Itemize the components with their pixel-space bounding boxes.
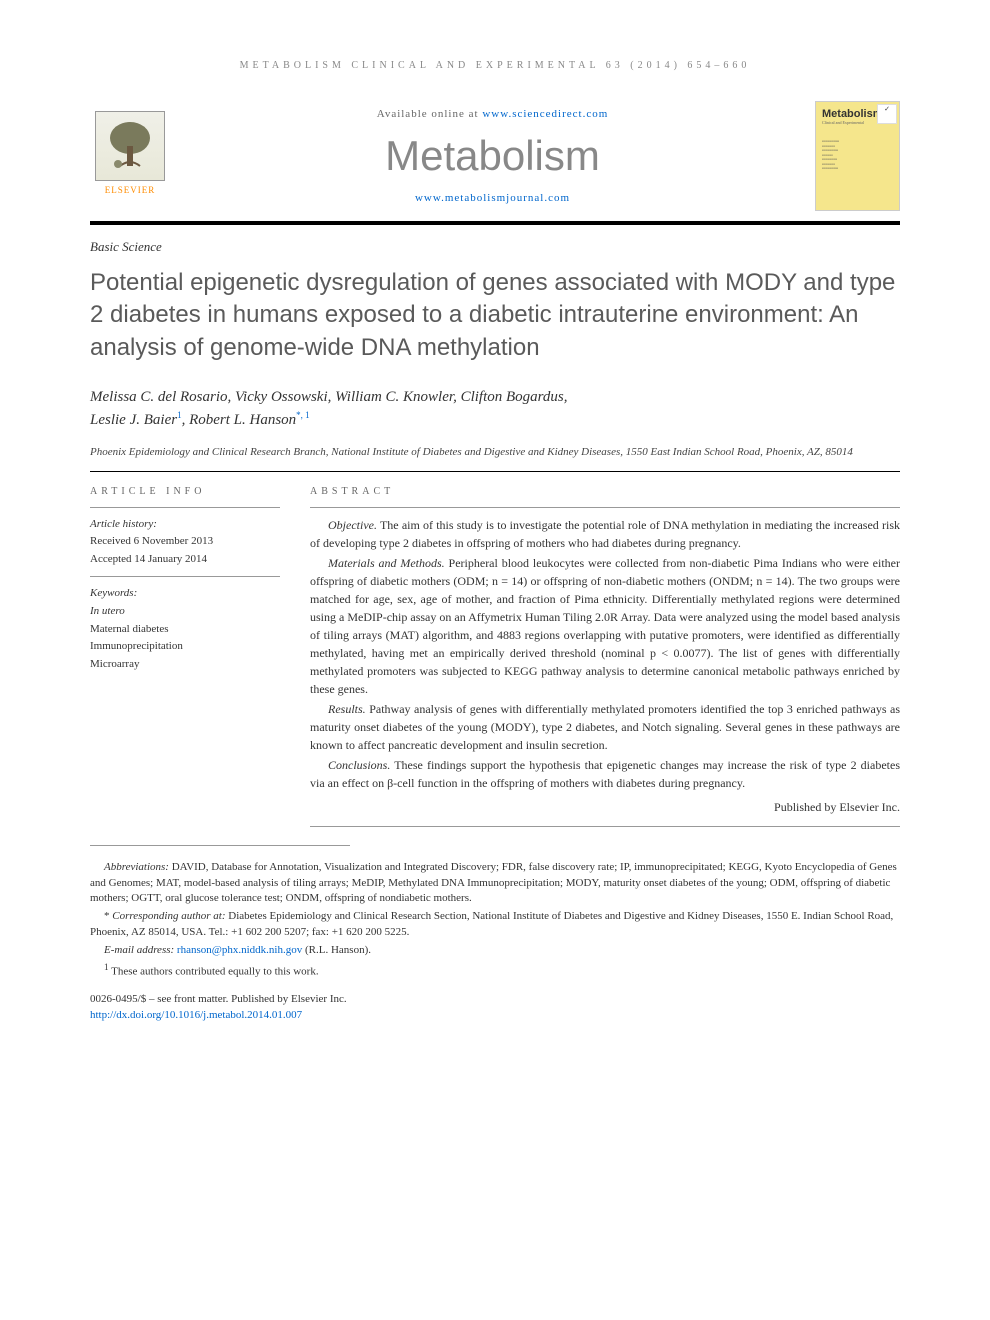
email-who: (R.L. Hanson). <box>305 944 371 956</box>
info-rule <box>90 576 280 577</box>
masthead: ELSEVIER Available online at www.science… <box>90 101 900 211</box>
masthead-center: Available online at www.sciencedirect.co… <box>170 108 815 204</box>
email-link[interactable]: rhanson@phx.niddk.nih.gov <box>177 944 302 956</box>
elsevier-tree-icon <box>95 111 165 181</box>
info-rule <box>310 826 900 827</box>
journal-cover-thumbnail[interactable]: ✓ Metabolism Clinical and Experimental ▪… <box>815 101 900 211</box>
author-mark-link[interactable]: 1 <box>177 410 182 420</box>
crossmark-icon[interactable]: ✓ <box>877 104 897 124</box>
methods-text: Peripheral blood leukocytes were collect… <box>310 556 900 696</box>
author: William C. Knowler <box>335 389 453 405</box>
article-info-column: ARTICLE INFO Article history: Received 6… <box>90 486 280 835</box>
publisher-line: Published by Elsevier Inc. <box>310 798 900 816</box>
info-rule <box>310 507 900 508</box>
abstract-column: ABSTRACT Objective. The aim of this stud… <box>310 486 900 835</box>
author-mark-link[interactable]: *, 1 <box>296 410 310 420</box>
section-label: Basic Science <box>90 239 900 255</box>
corr-mark: * <box>104 910 110 922</box>
conclusions-text: These findings support the hypothesis th… <box>310 758 900 790</box>
sciencedirect-link[interactable]: www.sciencedirect.com <box>482 108 608 120</box>
author: Melissa C. del Rosario <box>90 389 228 405</box>
keyword: Maternal diabetes <box>90 621 280 639</box>
history-label: Article history: <box>90 516 280 534</box>
author: Vicky Ossowski <box>235 389 328 405</box>
results-text: Pathway analysis of genes with different… <box>310 702 900 752</box>
abstract-heading: ABSTRACT <box>310 486 900 497</box>
author-list: Melissa C. del Rosario, Vicky Ossowski, … <box>90 386 900 431</box>
article-history: Article history: Received 6 November 201… <box>90 516 280 569</box>
abstract-body: Objective. The aim of this study is to i… <box>310 516 900 816</box>
author: Leslie J. Baier <box>90 412 177 428</box>
footnote-rule <box>90 845 350 846</box>
keyword: Microarray <box>90 656 280 674</box>
running-head: METABOLISM CLINICAL AND EXPERIMENTAL 63 … <box>90 60 900 71</box>
masthead-rule <box>90 221 900 225</box>
journal-url-link[interactable]: www.metabolismjournal.com <box>415 192 570 204</box>
info-abstract-columns: ARTICLE INFO Article history: Received 6… <box>90 486 900 835</box>
journal-url-line: www.metabolismjournal.com <box>170 192 815 204</box>
available-prefix: Available online at <box>377 108 483 120</box>
info-rule <box>90 507 280 508</box>
journal-title: Metabolism <box>170 132 815 180</box>
email-label: E-mail address: <box>104 944 174 956</box>
article-page: METABOLISM CLINICAL AND EXPERIMENTAL 63 … <box>0 0 990 1064</box>
elsevier-label: ELSEVIER <box>105 185 156 195</box>
conclusions-label: Conclusions. <box>328 758 390 772</box>
keyword: Immunoprecipitation <box>90 638 280 656</box>
accepted-date: Accepted 14 January 2014 <box>90 551 280 569</box>
footer-block: 0026-0495/$ – see front matter. Publishe… <box>90 991 900 1024</box>
article-info-heading: ARTICLE INFO <box>90 486 280 497</box>
available-online: Available online at www.sciencedirect.co… <box>170 108 815 120</box>
author: Clifton Bogardus <box>461 389 564 405</box>
received-date: Received 6 November 2013 <box>90 533 280 551</box>
divider-rule <box>90 471 900 472</box>
corr-label: Corresponding author at: <box>112 910 225 922</box>
cover-toc-lines: ▪▪▪▪▪▪▪▪▪▪▪▪▪▪▪▪▪▪▪▪▪▪▪▪▪▪▪▪▪▪▪▪▪▪▪▪▪▪▪▪… <box>822 139 893 171</box>
keyword: In utero <box>90 603 280 621</box>
methods-label: Materials and Methods. <box>328 556 445 570</box>
elsevier-logo[interactable]: ELSEVIER <box>90 111 170 201</box>
doi-link[interactable]: http://dx.doi.org/10.1016/j.metabol.2014… <box>90 1009 302 1021</box>
abbrev-label: Abbreviations: <box>104 861 169 873</box>
affiliation: Phoenix Epidemiology and Clinical Resear… <box>90 445 900 460</box>
abbrev-text: DAVID, Database for Annotation, Visualiz… <box>90 861 897 905</box>
keywords-label: Keywords: <box>90 585 280 603</box>
article-title: Potential epigenetic dysregulation of ge… <box>90 267 900 364</box>
equal-text: These authors contributed equally to thi… <box>111 966 318 978</box>
keywords-block: Keywords: In utero Maternal diabetes Imm… <box>90 585 280 673</box>
footnotes: Abbreviations: DAVID, Database for Annot… <box>90 860 900 981</box>
results-label: Results. <box>328 702 366 716</box>
objective-label: Objective. <box>328 518 377 532</box>
copyright-line: 0026-0495/$ – see front matter. Publishe… <box>90 991 900 1008</box>
author: Robert L. Hanson <box>189 412 296 428</box>
equal-mark: 1 <box>104 962 109 972</box>
objective-text: The aim of this study is to investigate … <box>310 518 900 550</box>
